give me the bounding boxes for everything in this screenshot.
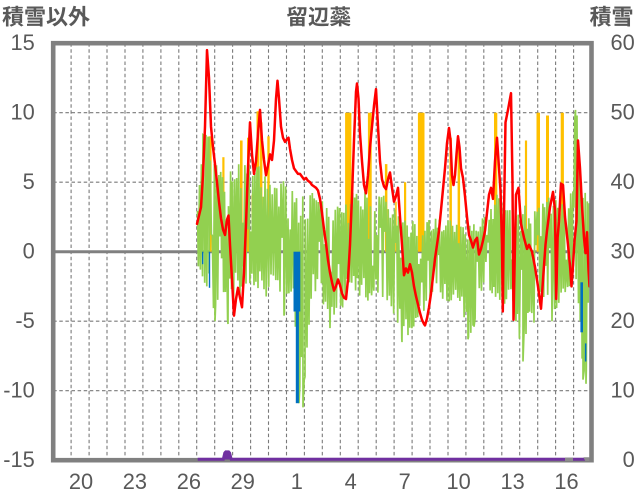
svg-text:15: 15 <box>11 30 35 55</box>
svg-text:29: 29 <box>231 469 255 494</box>
svg-text:20: 20 <box>611 308 635 333</box>
svg-text:60: 60 <box>611 30 635 55</box>
svg-text:0: 0 <box>23 238 35 263</box>
svg-text:1: 1 <box>291 469 303 494</box>
svg-text:26: 26 <box>177 469 201 494</box>
svg-text:7: 7 <box>399 469 411 494</box>
svg-text:30: 30 <box>611 238 635 263</box>
svg-text:5: 5 <box>23 169 35 194</box>
svg-text:10: 10 <box>611 377 635 402</box>
svg-text:-5: -5 <box>15 308 34 333</box>
svg-text:-10: -10 <box>3 377 35 402</box>
svg-text:23: 23 <box>123 469 147 494</box>
svg-text:50: 50 <box>611 99 635 124</box>
svg-text:40: 40 <box>611 169 635 194</box>
svg-text:0: 0 <box>623 447 635 472</box>
svg-text:10: 10 <box>446 469 470 494</box>
svg-text:20: 20 <box>69 469 93 494</box>
svg-text:16: 16 <box>554 469 578 494</box>
svg-text:10: 10 <box>11 99 35 124</box>
svg-text:-15: -15 <box>3 447 35 472</box>
svg-text:4: 4 <box>345 469 357 494</box>
svg-text:13: 13 <box>500 469 524 494</box>
